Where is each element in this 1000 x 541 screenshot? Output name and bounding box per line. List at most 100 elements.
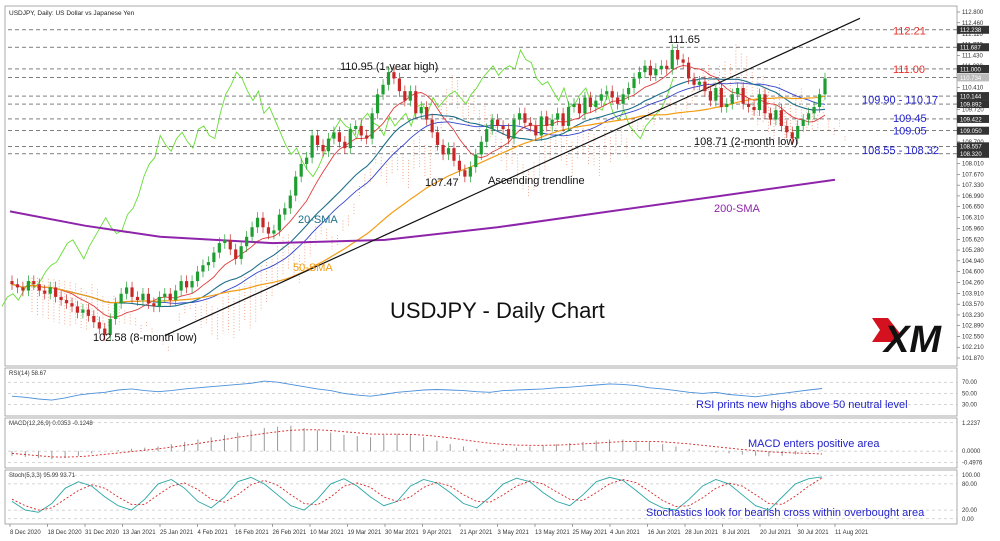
- candle-body: [817, 94, 822, 107]
- price-tag-box: [957, 100, 989, 109]
- candle-body: [779, 110, 783, 126]
- price-tick-label: 110.410: [962, 86, 984, 92]
- date-tick-label: 3 May 2021: [498, 530, 530, 536]
- price-tick-label: 108.010: [962, 162, 984, 168]
- candle-body: [135, 296, 140, 301]
- price-tag-label: 109.050: [960, 129, 982, 135]
- candle-body: [108, 319, 112, 335]
- candle-body: [501, 125, 505, 130]
- candle-body: [796, 125, 800, 139]
- candle-body: [326, 138, 331, 152]
- candle-body: [556, 113, 560, 120]
- candle-body: [223, 239, 227, 244]
- candle-body: [146, 293, 151, 304]
- candle-body: [403, 91, 407, 101]
- rsi-label: RSI(14) 58.67: [9, 371, 47, 377]
- date-tick-label: 30 Jul 2021: [798, 530, 830, 536]
- price-tag-label: 111.687: [960, 46, 981, 52]
- candle-body: [37, 284, 41, 291]
- candle-body: [315, 135, 320, 145]
- candle-body: [523, 113, 527, 123]
- candle-body: [299, 163, 303, 177]
- date-tick-label: 8 Jul 2021: [723, 530, 751, 536]
- candle-body: [714, 87, 718, 101]
- rsi-note: RSI prints new highs above 50 neutral le…: [696, 399, 908, 411]
- stoch-d-line: [11, 477, 823, 511]
- candle-body: [774, 110, 778, 120]
- candle-body: [725, 103, 729, 107]
- price-tag-box: [957, 149, 989, 158]
- candle-body: [621, 94, 625, 104]
- stoch-tick-label: 80.00: [962, 482, 978, 488]
- candle-body: [201, 265, 205, 272]
- date-axis: 8 Dec 2020 18 Dec 2020 31 Dec 2020 13 Jan 2…: [9, 524, 869, 536]
- price-tick-label: 112.800: [962, 10, 984, 16]
- stoch-tick-label: 100.00: [962, 473, 981, 479]
- annotation-label: 200-SMA: [714, 203, 761, 215]
- annotation-label: Ascending trendline: [488, 175, 585, 187]
- candle-body: [419, 106, 423, 114]
- date-tick-label: 11 Aug 2021: [835, 530, 869, 536]
- date-tick-label: 25 Jan 2021: [160, 530, 194, 536]
- price-tags: 112.238 111.687 111.000 110.734 110.144 109.8…: [957, 25, 989, 158]
- candle-body: [435, 132, 440, 145]
- price-tick-label: 106.990: [962, 194, 984, 200]
- candle-body: [321, 144, 325, 152]
- candle-body: [528, 122, 532, 126]
- candle-body: [185, 281, 189, 288]
- date-tick-label: 19 Mar 2021: [348, 530, 382, 536]
- candle-body: [408, 91, 412, 101]
- candle-body: [577, 103, 582, 114]
- price-tag-label: 109.422: [960, 117, 982, 123]
- candle-body: [703, 81, 707, 92]
- candle-body: [730, 94, 734, 104]
- candle-body: [654, 68, 658, 76]
- price-tag-box: [957, 114, 989, 123]
- candle-body: [130, 287, 134, 297]
- candle-body: [512, 119, 516, 139]
- candle-body: [21, 287, 25, 291]
- candle-body: [26, 281, 30, 291]
- price-tag-label: 111.000: [960, 67, 981, 73]
- date-tick-label: 30 Mar 2021: [385, 530, 419, 536]
- date-tick-label: 26 Feb 2021: [273, 530, 307, 536]
- candle-body: [141, 293, 145, 301]
- xm-logo-mark: [872, 318, 902, 342]
- price-tag-label: 109.892: [960, 102, 982, 108]
- candle-body: [670, 49, 674, 69]
- price-tag-label: 108.320: [960, 152, 982, 158]
- candle-body: [239, 246, 243, 259]
- price-tag-box: [957, 25, 989, 34]
- macd-note: MACD enters positive area: [748, 438, 880, 450]
- candle-body: [517, 113, 522, 120]
- level-label: 112.21: [893, 26, 926, 38]
- price-tick-label: 104.260: [962, 280, 984, 286]
- price-tick-label: 106.650: [962, 205, 984, 211]
- date-tick-label: 16 Jun 2021: [648, 530, 682, 536]
- price-tick-label: 102.550: [962, 334, 984, 340]
- candle-body: [152, 303, 156, 307]
- price-tick-label: 102.210: [962, 345, 984, 351]
- candle-body: [823, 78, 827, 95]
- candles: [10, 44, 827, 341]
- stoch-tick-label: 20.00: [962, 508, 978, 514]
- candle-body: [359, 125, 363, 136]
- candle-body: [768, 113, 773, 120]
- price-tag-label: 112.238: [960, 28, 982, 34]
- price-tag-box: [957, 92, 989, 101]
- candle-body: [92, 315, 96, 323]
- candle-body: [217, 243, 221, 253]
- candle-body: [397, 78, 402, 92]
- candle-body: [305, 157, 309, 164]
- candle-body: [561, 113, 565, 126]
- candle-body: [195, 271, 200, 282]
- candle-body: [736, 87, 740, 95]
- candle-body: [681, 59, 685, 63]
- candle-body: [288, 195, 292, 209]
- price-tick-label: 112.460: [962, 21, 984, 27]
- candle-body: [15, 284, 20, 288]
- candle-body: [381, 84, 385, 95]
- candle-body: [812, 106, 816, 114]
- date-tick-label: 10 Mar 2021: [310, 530, 344, 536]
